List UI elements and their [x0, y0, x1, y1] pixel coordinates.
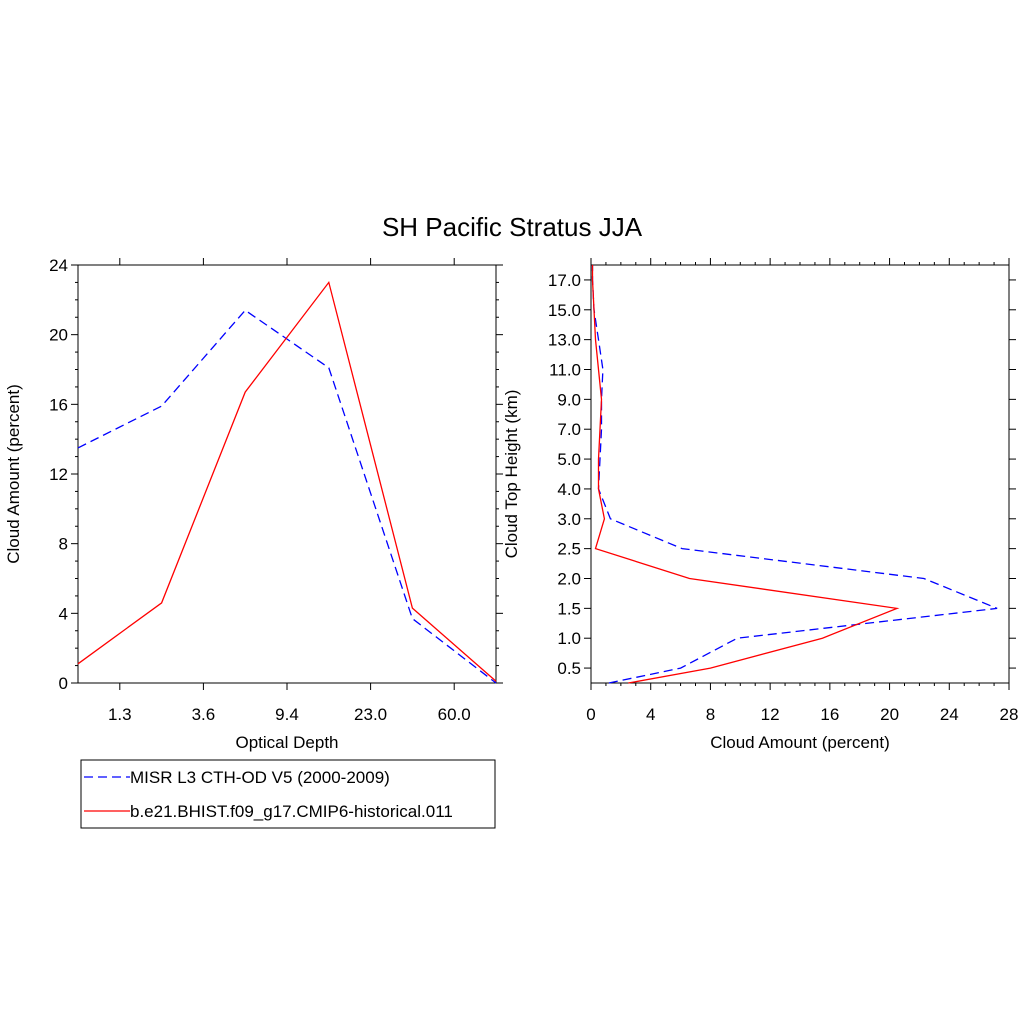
y-axis-label-left: Cloud Amount (percent) [4, 384, 23, 564]
y-tick-label: 1.5 [557, 599, 581, 618]
y-tick-label: 15.0 [548, 301, 581, 320]
y-tick-label: 9.0 [557, 390, 581, 409]
x-axis-label-right: Cloud Amount (percent) [710, 733, 890, 752]
x-tick-label: 16 [820, 705, 839, 724]
legend-box [80, 759, 496, 829]
x-tick-label: 0 [586, 705, 595, 724]
x-tick-label: 28 [1000, 705, 1019, 724]
series-right [591, 265, 998, 684]
y-tick-label: 4.0 [557, 480, 581, 499]
y-tick-label: 12 [49, 465, 68, 484]
y-tick-label: 17.0 [548, 271, 581, 290]
plot-frame-left [77, 264, 497, 684]
x-tick-label: 8 [706, 705, 715, 724]
y-tick-label: 7.0 [557, 420, 581, 439]
panel-optical-depth: 0 4 8 12 16 20 24 1.3 3.6 9.4 23.0 60.0 Optical Dep… [4, 256, 503, 752]
y-tick-label: 0 [59, 674, 68, 693]
y-tick-label: 8 [59, 535, 68, 554]
x-tick-label: 24 [940, 705, 959, 724]
x-tick-label: 20 [880, 705, 899, 724]
plot-frame-right [590, 264, 1010, 684]
x-tick-label: 12 [761, 705, 780, 724]
legend-label-model: b.e21.BHIST.f09_g17.CMIP6-historical.011 [130, 802, 453, 821]
y-tick-label: 3.0 [557, 510, 581, 529]
panel-cloud-top-height: 0 4 8 12 16 20 24 28 0.5 1.0 1.5 2.0 2.5 3.0 4.0 5.0 7.0… [502, 258, 1018, 752]
x-tick-label: 60.0 [438, 705, 471, 724]
x-tick-label: 9.4 [275, 705, 299, 724]
y-tick-label: 13.0 [548, 331, 581, 350]
ticks-right: 0 4 8 12 16 20 24 28 0.5 1.0 1.5 2.0 2.5 3.0 4.0 5.0 7.0… [548, 258, 1019, 724]
y-axis-label-right: Cloud Top Height (km) [502, 390, 521, 559]
y-tick-label: 5.0 [557, 450, 581, 469]
chart-title: SH Pacific Stratus JJA [382, 212, 643, 242]
y-tick-label: 4 [59, 604, 68, 623]
legend: MISR L3 CTH-OD V5 (2000-2009) b.e21.BHIS… [80, 759, 496, 829]
y-tick-label: 20 [49, 326, 68, 345]
y-tick-label: 16 [49, 395, 68, 414]
series-line-misr [77, 309, 497, 684]
y-tick-label: 24 [49, 256, 68, 275]
y-tick-label: 1.0 [557, 629, 581, 648]
y-tick-label: 0.5 [557, 659, 581, 678]
series-line-model [77, 280, 497, 682]
series-left [77, 280, 497, 684]
ticks-left: 0 4 8 12 16 20 24 1.3 3.6 9.4 23.0 60.0 [49, 256, 503, 724]
series-line-misr [591, 265, 998, 684]
x-tick-label: 1.3 [108, 705, 132, 724]
x-tick-label: 23.0 [354, 705, 387, 724]
x-tick-label: 3.6 [192, 705, 216, 724]
series-line-model [591, 265, 900, 684]
y-tick-label: 2.0 [557, 570, 581, 589]
y-tick-label: 11.0 [549, 361, 581, 380]
x-tick-label: 4 [646, 705, 655, 724]
x-axis-label-left: Optical Depth [236, 733, 339, 752]
y-tick-label: 2.5 [557, 540, 581, 559]
legend-label-misr: MISR L3 CTH-OD V5 (2000-2009) [130, 768, 390, 787]
